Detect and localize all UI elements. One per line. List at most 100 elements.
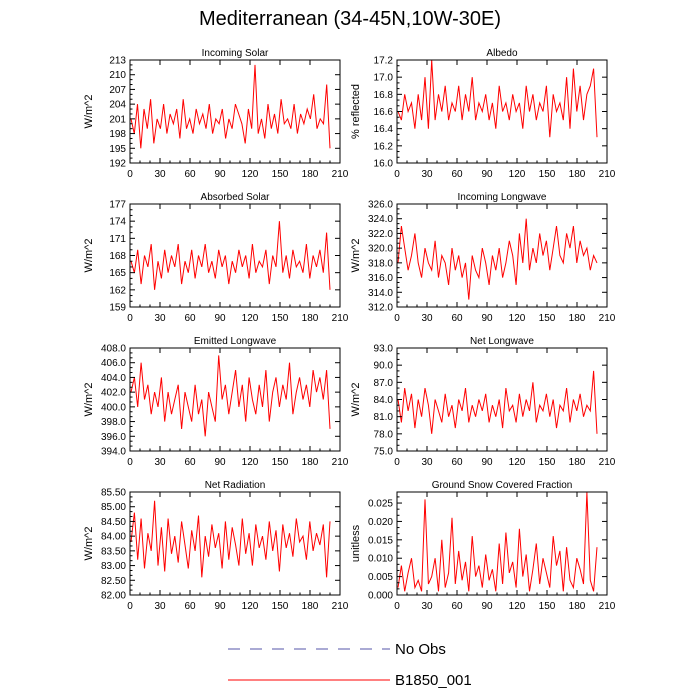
plot-frame bbox=[129, 347, 341, 452]
y-tick-label: 207 bbox=[109, 85, 126, 96]
chart-panel: Incoming Solar W/m^2 0 30 60 90 120 150 180 210 19… bbox=[83, 48, 349, 180]
y-tick-label: 394.0 bbox=[101, 447, 126, 458]
x-tick-label: 0 bbox=[394, 457, 400, 468]
panel-title: Absorbed Solar bbox=[201, 192, 271, 203]
y-tick-label: 396.0 bbox=[101, 432, 126, 443]
y-tick-label: 83.00 bbox=[101, 561, 126, 572]
x-tick-label: 120 bbox=[242, 601, 259, 612]
y-tick-label: 198 bbox=[109, 129, 126, 140]
x-tick-label: 150 bbox=[272, 457, 289, 468]
y-tick-label: 326.0 bbox=[368, 200, 393, 211]
x-tick-label: 30 bbox=[154, 601, 166, 612]
x-tick-label: 0 bbox=[394, 313, 400, 324]
y-tick-label: 318.0 bbox=[368, 258, 393, 269]
x-tick-label: 210 bbox=[332, 457, 349, 468]
y-tick-label: 324.0 bbox=[368, 214, 393, 225]
x-tick-label: 210 bbox=[332, 601, 349, 612]
x-tick-label: 0 bbox=[127, 313, 133, 324]
y-tick-label: 404.0 bbox=[101, 373, 126, 384]
y-tick-label: 0.025 bbox=[368, 499, 393, 510]
x-tick-label: 60 bbox=[184, 313, 196, 324]
x-tick-label: 60 bbox=[451, 457, 463, 468]
panel-title: Incoming Solar bbox=[202, 48, 269, 59]
y-tick-label: 84.50 bbox=[101, 517, 126, 528]
x-tick-label: 210 bbox=[332, 313, 349, 324]
x-tick-label: 120 bbox=[509, 313, 526, 324]
x-tick-label: 30 bbox=[154, 313, 166, 324]
y-tick-label: 16.6 bbox=[374, 107, 394, 118]
x-tick-label: 210 bbox=[599, 601, 616, 612]
x-tick-label: 150 bbox=[539, 313, 556, 324]
y-tick-label: 87.0 bbox=[374, 378, 394, 389]
y-tick-label: 210 bbox=[109, 70, 126, 81]
y-tick-label: 84.00 bbox=[101, 532, 126, 543]
y-tick-label: 406.0 bbox=[101, 358, 126, 369]
y-tick-label: 17.0 bbox=[374, 73, 394, 84]
panel-title: Net Longwave bbox=[470, 336, 534, 347]
x-tick-label: 150 bbox=[539, 457, 556, 468]
y-tick-label: 204 bbox=[109, 100, 126, 111]
y-tick-label: 82.00 bbox=[101, 591, 126, 602]
y-tick-label: 93.0 bbox=[374, 344, 394, 355]
x-tick-label: 120 bbox=[509, 601, 526, 612]
x-tick-label: 30 bbox=[421, 601, 433, 612]
y-tick-label: 85.00 bbox=[101, 502, 126, 513]
y-axis-label: W/m^2 bbox=[83, 383, 95, 417]
x-tick-label: 60 bbox=[184, 457, 196, 468]
series-line-b1850-001 bbox=[397, 370, 598, 434]
x-tick-label: 210 bbox=[599, 313, 616, 324]
x-tick-label: 180 bbox=[569, 313, 586, 324]
y-tick-label: 174 bbox=[109, 217, 126, 228]
x-tick-label: 90 bbox=[481, 169, 493, 180]
plot-frame bbox=[396, 59, 608, 164]
y-tick-label: 192 bbox=[109, 159, 126, 170]
x-tick-label: 210 bbox=[599, 169, 616, 180]
y-tick-label: 195 bbox=[109, 144, 126, 155]
x-tick-label: 30 bbox=[154, 457, 166, 468]
y-tick-label: 398.0 bbox=[101, 417, 126, 428]
y-axis-label: unitless bbox=[350, 524, 362, 562]
x-tick-label: 90 bbox=[481, 601, 493, 612]
y-tick-label: 159 bbox=[109, 303, 126, 314]
y-tick-label: 75.0 bbox=[374, 447, 394, 458]
y-tick-label: 312.0 bbox=[368, 303, 393, 314]
series-line-b1850-001 bbox=[130, 221, 331, 290]
x-tick-label: 120 bbox=[509, 169, 526, 180]
plot-frame bbox=[129, 491, 341, 596]
x-tick-label: 120 bbox=[242, 169, 259, 180]
x-tick-label: 150 bbox=[539, 169, 556, 180]
x-tick-label: 210 bbox=[599, 457, 616, 468]
series-line-b1850-001 bbox=[130, 64, 331, 149]
y-tick-label: 201 bbox=[109, 114, 126, 125]
x-tick-label: 120 bbox=[242, 457, 259, 468]
x-tick-label: 90 bbox=[481, 457, 493, 468]
x-tick-label: 180 bbox=[569, 601, 586, 612]
y-tick-label: 0.000 bbox=[368, 591, 393, 602]
legend: No Obs B1850_001 bbox=[228, 641, 472, 689]
series-line-b1850-001 bbox=[397, 218, 598, 300]
y-tick-label: 177 bbox=[109, 200, 126, 211]
chart-panel: Albedo % reflected 0 30 60 90 120 150 180 210 16.0… bbox=[350, 48, 616, 180]
x-tick-label: 60 bbox=[451, 313, 463, 324]
x-tick-label: 30 bbox=[421, 169, 433, 180]
plot-frame bbox=[396, 203, 608, 308]
y-tick-label: 168 bbox=[109, 251, 126, 262]
y-tick-label: 314.0 bbox=[368, 288, 393, 299]
x-tick-label: 0 bbox=[394, 169, 400, 180]
y-tick-label: 322.0 bbox=[368, 229, 393, 240]
y-tick-label: 402.0 bbox=[101, 388, 126, 399]
x-tick-label: 30 bbox=[154, 169, 166, 180]
y-tick-label: 17.2 bbox=[374, 56, 394, 67]
figure-title: Mediterranean (34-45N,10W-30E) bbox=[198, 8, 501, 30]
y-tick-label: 84.0 bbox=[374, 395, 394, 406]
plot-frame bbox=[396, 491, 608, 596]
y-tick-label: 82.50 bbox=[101, 576, 126, 587]
panel-title: Net Radiation bbox=[205, 480, 266, 491]
y-tick-label: 16.4 bbox=[374, 124, 394, 135]
x-tick-label: 90 bbox=[481, 313, 493, 324]
chart-panel: Ground Snow Covered Fraction unitless 0 30 6… bbox=[350, 480, 616, 612]
x-tick-label: 0 bbox=[394, 601, 400, 612]
chart-panel: Absorbed Solar W/m^2 0 30 60 90 120 150 180 210 15… bbox=[83, 192, 349, 324]
